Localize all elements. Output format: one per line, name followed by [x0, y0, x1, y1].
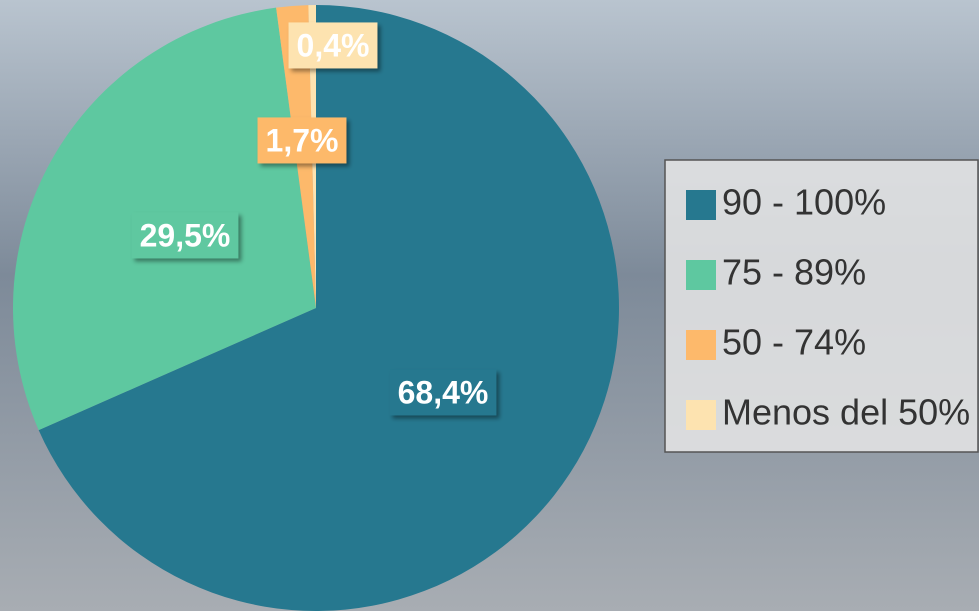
legend-label: 75 - 89% — [722, 252, 866, 293]
legend-swatch — [686, 400, 716, 430]
legend-swatch — [686, 190, 716, 220]
legend-box — [664, 159, 979, 453]
legend-swatch — [686, 260, 716, 290]
data-label-box — [131, 212, 239, 259]
legend-label: Menos del 50% — [722, 392, 970, 433]
data-label-box — [257, 117, 347, 164]
data-label-box — [288, 22, 378, 69]
data-label: 1,7% — [266, 122, 339, 158]
legend-swatch — [686, 330, 716, 360]
data-label-box — [389, 369, 497, 416]
data-label: 29,5% — [140, 217, 231, 253]
data-label: 0,4% — [297, 27, 370, 63]
legend-label: 50 - 74% — [722, 322, 866, 363]
pie-slice — [38, 5, 619, 611]
data-label: 68,4% — [398, 374, 489, 410]
legend-label: 90 - 100% — [722, 182, 886, 223]
